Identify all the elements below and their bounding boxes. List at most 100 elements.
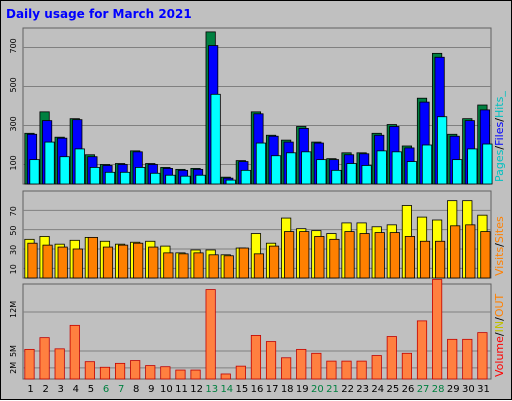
panel-visits: 10 30 50 70 Visits/Sites [9, 190, 506, 279]
x-tick-label: 18 [281, 384, 294, 395]
volume-bar-volume [130, 360, 141, 380]
y-tick-label: 100 [9, 155, 18, 170]
hits-bar-pages [44, 141, 55, 185]
visits-bar-visits [329, 238, 340, 279]
volume-bar-volume [371, 355, 382, 380]
volume-bar-volume [356, 360, 367, 380]
y-tick-label: 12M [9, 301, 18, 318]
x-tick-label: 25 [387, 384, 400, 395]
x-tick-label: 20 [311, 384, 324, 395]
visits-bar-visits [148, 246, 159, 279]
x-tick-label: 23 [356, 384, 369, 395]
hits-bar-pages [421, 144, 433, 185]
visits-bar-visits [435, 240, 446, 279]
volume-bar-volume [296, 348, 307, 380]
volume-bar-volume [220, 373, 231, 380]
hits-bar-pages [165, 174, 176, 185]
x-tick-label: 4 [73, 384, 79, 395]
volume-bar-volume [39, 337, 50, 380]
volume-bar-volume [24, 348, 35, 380]
visits-bar-visits [133, 242, 144, 279]
visits-bar-visits [193, 252, 204, 279]
x-tick-label: 16 [251, 384, 264, 395]
x-tick-label: 12 [190, 384, 203, 395]
volume-bar-volume [281, 357, 292, 380]
hits-bar-pages [119, 171, 131, 185]
hits-bar-pages [195, 174, 206, 185]
panel-hits: 100 300 500 700 Pages/Files/Hits_ [9, 27, 506, 185]
visits-bar-visits [117, 244, 129, 279]
x-tick-label: 28 [432, 384, 445, 395]
volume-bar-volume [386, 336, 397, 380]
hits-bar-pages [255, 142, 267, 185]
visits-bar-visits [87, 236, 98, 279]
x-tick-label: 29 [447, 384, 460, 395]
hits-bar-pages [135, 167, 146, 185]
x-tick-label: 22 [341, 384, 354, 395]
visits-bar-visits [42, 244, 53, 279]
hits-bar-pages [225, 179, 236, 185]
visits-bar-visits [419, 240, 431, 279]
hits-bar-pages [150, 172, 161, 185]
volume-bar-volume [69, 324, 80, 380]
hits-bar-pages [180, 175, 191, 185]
hits-bar-pages [270, 155, 282, 185]
volume-bar-volume [447, 338, 458, 380]
y-tick-label: 700 [9, 38, 18, 53]
visits-bar-visits [284, 231, 295, 279]
hits-bar-pages [59, 156, 70, 185]
x-tick-label: 21 [326, 384, 339, 395]
volume-bar-volume [477, 332, 488, 380]
x-tick-label: 19 [296, 384, 309, 395]
side-label: Visits/Sites [493, 216, 506, 276]
volume-bar-volume [84, 361, 95, 380]
side-label: Volume/IN/OUT [493, 293, 506, 377]
volume-bar-volume [205, 289, 216, 380]
y-tick-label: 10 [9, 264, 18, 274]
x-tick-label: 13 [205, 384, 218, 395]
x-tick-label: 7 [118, 384, 124, 395]
x-tick-label: 11 [175, 384, 188, 395]
x-tick-label: 9 [148, 384, 154, 395]
side-label: Pages/Files/Hits_ [493, 91, 506, 182]
hits-bar-pages [316, 159, 327, 185]
hits-bar-pages [301, 151, 312, 185]
hits-bar-pages [29, 159, 40, 185]
x-tick-label: 1 [27, 384, 33, 395]
hits-bar-pages [286, 152, 297, 185]
volume-bar-volume [416, 320, 428, 380]
x-tick-label: 2 [42, 384, 48, 395]
y-tick-label: 500 [9, 77, 18, 92]
hits-bar-pages [210, 93, 221, 185]
x-tick-label: 26 [402, 384, 415, 395]
hits-bar-pages [452, 159, 463, 185]
x-tick-label: 15 [236, 384, 249, 395]
volume-bar-volume [54, 348, 65, 380]
hits-bar-pages [437, 116, 448, 185]
y-tick-label: 300 [9, 116, 18, 131]
y-tick-label: 50 [9, 225, 18, 235]
visits-bar-visits [102, 246, 114, 279]
y-tick-label: 2M [9, 362, 18, 374]
hits-bar-pages [376, 150, 387, 185]
x-tick-label: 3 [58, 384, 64, 395]
volume-bar-volume [265, 341, 277, 380]
hits-bar-pages [74, 148, 85, 185]
visits-bar-visits [223, 255, 234, 279]
visits-bar-visits [465, 224, 476, 279]
x-tick-label: 17 [266, 384, 279, 395]
visits-bar-visits [389, 232, 400, 279]
hits-bar-pages [482, 143, 493, 185]
visits-bar-visits [268, 245, 280, 279]
visits-bar-visits [27, 242, 38, 279]
x-tick-label: 27 [417, 384, 430, 395]
x-axis-labels: 1 2 3 4 5 6 7 8 9 10 11 12 13 14 15 16 17 18 19 20 21 22 23 24 2… [27, 384, 489, 395]
visits-bar-visits [314, 236, 325, 279]
x-tick-label: 31 [477, 384, 490, 395]
panel-volume: 2M 5M 12M Volume/IN/OUT [9, 279, 506, 380]
visits-bar-visits [404, 236, 415, 279]
visits-bar-visits [450, 225, 461, 279]
chart-panels: 100 300 500 700 Pages/Files/Hits_ 10 30 50 70 Vis… [9, 27, 506, 380]
